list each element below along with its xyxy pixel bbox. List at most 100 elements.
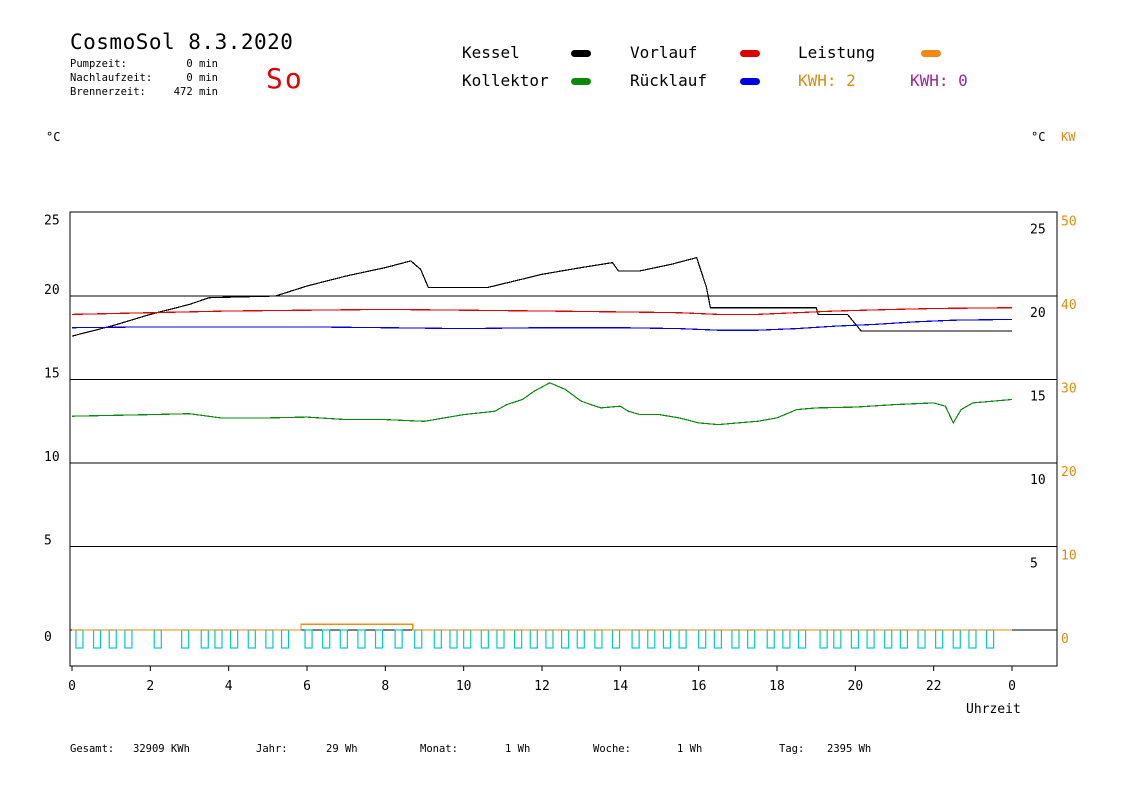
legend-kessel-swatch xyxy=(571,50,591,57)
kwh-total-purple: KWH: 0 xyxy=(910,71,968,90)
x-tick-label: 22 xyxy=(926,679,942,694)
series-line-kessel xyxy=(71,256,1012,337)
legend-leistung-swatch xyxy=(921,50,941,57)
series-line-leistung xyxy=(72,623,1012,631)
pump-pulse xyxy=(230,629,239,649)
stat-nachlaufzeit-value: 0 min xyxy=(186,72,218,84)
pump-pulse xyxy=(513,629,523,649)
x-axis-label: Uhrzeit xyxy=(966,702,1021,717)
pump-pulse xyxy=(304,629,313,649)
pump-pulse xyxy=(766,629,775,649)
y-tick-right-c: 25 xyxy=(1030,223,1046,238)
pump-pulse xyxy=(214,629,223,649)
pump-pulse xyxy=(884,629,893,649)
pump-pulse xyxy=(833,629,842,649)
y-tick-right-c: 5 xyxy=(1030,557,1038,572)
y-tick-right-kw: 20 xyxy=(1061,465,1077,480)
pump-pulse xyxy=(985,629,995,649)
y-tick-left: 5 xyxy=(44,534,52,549)
legend-ruecklauf-label: Rücklauf xyxy=(630,71,708,90)
pump-pulse xyxy=(75,629,84,649)
x-tick-label: 0 xyxy=(1008,679,1016,694)
pump-pulse xyxy=(782,629,791,649)
stat-pumpzeit-label: Pumpzeit: xyxy=(70,58,127,70)
pump-pulse xyxy=(124,629,133,649)
y-tick-right-kw: 40 xyxy=(1061,298,1077,313)
series-line-kollektor xyxy=(71,382,1013,426)
left-unit-label: °C xyxy=(46,130,61,144)
x-tick-label: 6 xyxy=(303,679,311,694)
pump-pulse xyxy=(153,629,162,649)
pump-pulse xyxy=(181,629,190,649)
footer-tag-value: 2395 Wh xyxy=(827,743,872,755)
y-tick-right-kw: 30 xyxy=(1061,382,1077,397)
pump-pulse xyxy=(631,629,640,649)
plot-frame xyxy=(69,211,1058,667)
legend-ruecklauf-swatch xyxy=(740,78,760,85)
y-tick-right-kw: 0 xyxy=(1061,632,1069,647)
legend-vorlauf-swatch xyxy=(740,50,760,57)
footer-tag-label: Tag: xyxy=(779,743,805,755)
page-title: CosmoSol 8.3.2020 xyxy=(70,30,294,54)
footer-monat-label: Monat: xyxy=(420,743,458,755)
pump-pulse xyxy=(647,629,656,649)
pump-pulse xyxy=(480,629,489,649)
legend-kessel-label: Kessel xyxy=(462,43,520,62)
pump-pulse xyxy=(850,629,860,649)
pump-pulse xyxy=(200,629,209,649)
series-line-rcklauf xyxy=(71,318,1013,331)
x-tick-label: 18 xyxy=(769,679,785,694)
footer-woche-value: 1 Wh xyxy=(677,743,703,755)
pump-pulse xyxy=(265,629,274,649)
pump-pulse xyxy=(339,629,348,649)
y-tick-right-kw: 10 xyxy=(1061,549,1077,564)
pump-pulse xyxy=(968,629,977,649)
kwh-total-orange: KWH: 2 xyxy=(798,71,856,90)
pump-pulse xyxy=(917,629,926,649)
pump-pulse xyxy=(433,629,442,649)
pump-pulse xyxy=(698,629,707,649)
pump-pulse xyxy=(747,629,756,649)
y-tick-right-c: 20 xyxy=(1030,306,1046,321)
footer-woche-label: Woche: xyxy=(593,743,631,755)
pump-pulse xyxy=(449,629,458,649)
footer-jahr-value: 29 Wh xyxy=(326,743,358,755)
x-tick-label: 16 xyxy=(691,679,707,694)
stat-brennerzeit-label: Brennerzeit: xyxy=(70,86,146,98)
stat-brennerzeit-value: 472 min xyxy=(173,86,218,98)
pump-pulse xyxy=(463,629,472,649)
pump-pulse xyxy=(819,629,828,649)
pump-pulse xyxy=(496,629,505,649)
pump-pulse xyxy=(952,629,961,649)
x-tick-label: 14 xyxy=(613,679,629,694)
pump-pulse xyxy=(108,629,117,649)
pump-pulse xyxy=(394,629,403,649)
pump-pulse xyxy=(322,629,331,649)
legend-kollektor-label: Kollektor xyxy=(462,71,549,90)
pump-pulse xyxy=(280,629,290,649)
x-tick-label: 4 xyxy=(225,679,233,694)
x-tick-label: 0 xyxy=(68,679,76,694)
pump-pulse xyxy=(92,629,102,649)
footer-monat-value: 1 Wh xyxy=(505,743,531,755)
right-unit-kw-label: KW xyxy=(1061,130,1076,144)
pump-pulse xyxy=(678,629,687,649)
x-tick-label: 2 xyxy=(146,679,154,694)
pump-pulse xyxy=(731,629,740,649)
legend-leistung-label: Leistung xyxy=(798,43,876,62)
pump-pulse xyxy=(866,629,875,649)
pump-pulse xyxy=(713,629,722,649)
pump-pulse xyxy=(545,629,554,649)
stat-nachlaufzeit-label: Nachlaufzeit: xyxy=(70,72,153,84)
stat-pumpzeit-value: 0 min xyxy=(186,58,218,70)
y-tick-left: 0 xyxy=(44,630,52,645)
legend-vorlauf-label: Vorlauf xyxy=(630,43,698,62)
footer-jahr-label: Jahr: xyxy=(256,743,288,755)
footer-gesamt-value: 32909 KWh xyxy=(133,743,190,755)
y-tick-right-c: 10 xyxy=(1030,473,1046,488)
x-tick-label: 12 xyxy=(534,679,550,694)
pump-pulse xyxy=(560,629,570,649)
pump-pulse xyxy=(576,629,585,649)
series-line-vorlauf xyxy=(71,307,1013,315)
